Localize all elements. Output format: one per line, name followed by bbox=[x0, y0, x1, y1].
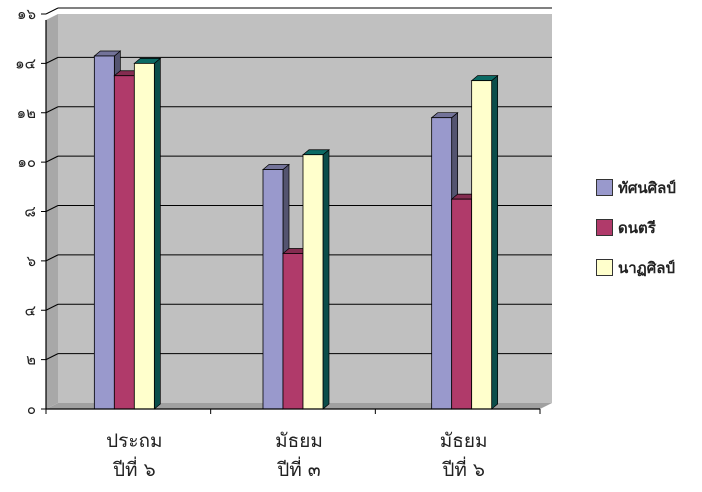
bar bbox=[282, 253, 304, 410]
gridline-side bbox=[45, 56, 59, 64]
y-tick-label: ๑๖ bbox=[17, 5, 36, 23]
bars bbox=[93, 50, 499, 410]
y-tick-label: ๐ bbox=[27, 400, 36, 418]
gridline-side bbox=[45, 106, 59, 114]
legend-swatch bbox=[596, 179, 613, 196]
legend-swatch bbox=[596, 259, 613, 276]
category-label: ปีที่ ๓ bbox=[276, 456, 320, 481]
bar bbox=[133, 62, 155, 410]
y-tick-label: ๘ bbox=[24, 203, 36, 221]
category-label: ประถม bbox=[106, 430, 163, 452]
bar bbox=[262, 169, 284, 410]
bar-side bbox=[153, 57, 161, 410]
axes bbox=[41, 13, 541, 414]
plot-side-wall bbox=[46, 14, 58, 409]
legend-item: ดนตรี bbox=[596, 216, 702, 256]
category-label: ปีที่ ๖ bbox=[112, 456, 155, 481]
y-tick-label: ๑๒ bbox=[17, 104, 36, 122]
legend-label: ดนตรี bbox=[618, 219, 656, 237]
bar bbox=[451, 198, 473, 410]
gridline-side bbox=[45, 205, 59, 212]
y-tick-labels: ๐ ๒ ๔ ๖ ๘ ๑๐ ๑๒ ๑๔ ๑๖ bbox=[15, 5, 36, 418]
y-tick-label: ๑๔ bbox=[15, 54, 36, 72]
gridline-side bbox=[45, 7, 59, 15]
y-tick-label: ๖ bbox=[26, 252, 36, 270]
bar-side bbox=[322, 148, 330, 410]
legend-item: นาฏศิลป์ bbox=[596, 256, 702, 296]
bar-side bbox=[491, 74, 499, 410]
category-label: ปีที่ ๖ bbox=[442, 456, 485, 481]
gridline-side bbox=[45, 303, 59, 311]
bar bbox=[302, 154, 324, 410]
gridline-side bbox=[45, 155, 59, 163]
y-tick-label: ๒ bbox=[26, 351, 36, 369]
legend-swatch bbox=[596, 219, 613, 236]
legend-label: นาฏศิลป์ bbox=[618, 259, 675, 277]
bar bbox=[93, 55, 115, 410]
gridline-side bbox=[45, 353, 59, 361]
legend-label: ทัศนศิลป์ bbox=[618, 179, 676, 197]
legend-item: ทัศนศิลป์ bbox=[596, 176, 702, 216]
category-label: มัธยม bbox=[275, 430, 323, 452]
y-tick-label: ๑๐ bbox=[17, 153, 36, 171]
legend: ทัศนศิลป์ ดนตรี นาฏศิลป์ bbox=[596, 176, 702, 296]
bar bbox=[113, 75, 135, 410]
y-tick-label: ๔ bbox=[25, 301, 36, 319]
bar bbox=[431, 117, 453, 410]
gridline-side bbox=[45, 254, 59, 262]
category-label: มัธยม bbox=[440, 430, 488, 452]
bar bbox=[471, 80, 493, 410]
